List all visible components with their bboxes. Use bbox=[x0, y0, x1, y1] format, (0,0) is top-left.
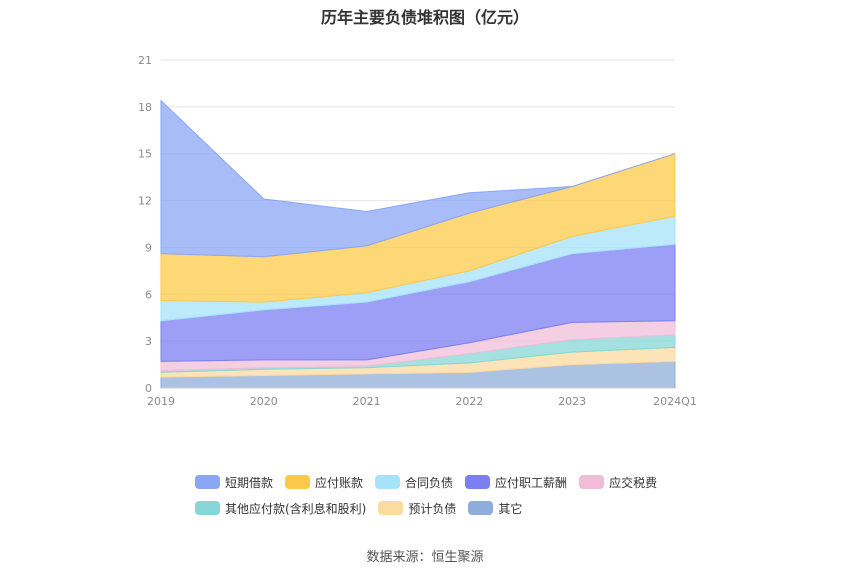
legend-label: 其它 bbox=[498, 501, 523, 516]
legend-swatch bbox=[375, 475, 401, 489]
legend-item-合同负债[interactable]: 合同负债 bbox=[375, 474, 453, 491]
x-tick-label: 2019 bbox=[147, 395, 175, 408]
legend-label: 合同负债 bbox=[405, 475, 454, 490]
legend-label: 预计负债 bbox=[408, 501, 457, 516]
legend-swatch bbox=[579, 475, 605, 489]
legend-item-应付职工薪酬[interactable]: 应付职工薪酬 bbox=[465, 474, 567, 491]
legend-swatch bbox=[468, 501, 494, 515]
legend-item-预计负债[interactable]: 预计负债 bbox=[378, 500, 456, 517]
legend-label: 应付职工薪酬 bbox=[495, 475, 568, 490]
legend-row: 其他应付款(含利息和股利) 预计负债 其它 bbox=[195, 498, 675, 518]
legend-row: 短期借款 应付账款 合同负债 应付职工薪酬 应交税费 bbox=[195, 472, 675, 492]
chart-title: 历年主要负债堆积图（亿元） bbox=[320, 8, 529, 27]
legend-item-其他应付款-含利息和股利[interactable]: 其他应付款(含利息和股利) bbox=[195, 500, 366, 517]
y-tick-label: 12 bbox=[138, 195, 152, 208]
legend-swatch bbox=[195, 475, 220, 489]
legend-item-其它[interactable]: 其它 bbox=[468, 500, 522, 517]
legend-label: 应付账款 bbox=[315, 475, 364, 490]
y-tick-label: 21 bbox=[138, 54, 152, 67]
legend-item-应交税费[interactable]: 应交税费 bbox=[579, 474, 657, 491]
legend-label: 短期借款 bbox=[225, 475, 274, 490]
y-tick-label: 0 bbox=[145, 382, 152, 395]
x-tick-label: 2022 bbox=[455, 395, 483, 408]
y-tick-label: 9 bbox=[145, 241, 152, 254]
legend-label: 其他应付款(含利息和股利) bbox=[225, 501, 367, 516]
legend-swatch bbox=[378, 501, 404, 515]
legend-label: 应交税费 bbox=[609, 475, 658, 490]
legend-item-应付账款[interactable]: 应付账款 bbox=[285, 474, 363, 491]
legend-swatch bbox=[285, 475, 311, 489]
legend-swatch bbox=[195, 501, 220, 515]
legend-item-短期借款[interactable]: 短期借款 bbox=[195, 474, 273, 491]
area-短期借款 bbox=[160, 99, 676, 258]
x-tick-label: 2021 bbox=[353, 395, 381, 408]
x-tick-label: 2024Q1 bbox=[653, 395, 697, 408]
y-tick-label: 6 bbox=[145, 288, 152, 301]
x-tick-label: 2020 bbox=[250, 395, 278, 408]
legend-swatch bbox=[465, 475, 491, 489]
y-tick-label: 3 bbox=[145, 335, 152, 348]
x-tick-label: 2023 bbox=[558, 395, 586, 408]
y-tick-label: 15 bbox=[138, 148, 152, 161]
data-source: 数据来源：恒生聚源 bbox=[366, 550, 484, 565]
axes: 0 3 6 9 12 15 18 21 2019 2020 2021 2022 2023 2024Q1 bbox=[138, 54, 697, 408]
legend: 短期借款 应付账款 合同负债 应付职工薪酬 应交税费 其他应付款(含利息和股利) 预计负债其… bbox=[195, 472, 675, 524]
area-layer bbox=[160, 99, 676, 389]
y-tick-label: 18 bbox=[138, 101, 152, 114]
